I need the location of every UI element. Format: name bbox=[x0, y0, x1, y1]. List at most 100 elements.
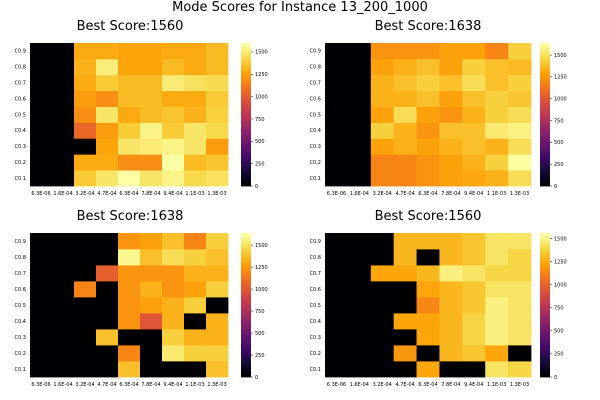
colorbar-segment bbox=[241, 116, 251, 120]
heatmap-cell bbox=[462, 265, 486, 282]
heatmap-cell bbox=[462, 170, 486, 187]
heatmap-cell bbox=[325, 90, 349, 107]
heatmap-cell bbox=[393, 106, 417, 123]
heatmap-cell bbox=[347, 265, 372, 282]
heatmap-cell bbox=[485, 233, 509, 250]
colorbar-segment bbox=[241, 341, 251, 344]
heatmap-cell bbox=[184, 122, 207, 139]
colorbar-tick-label: 250 bbox=[255, 353, 265, 359]
colorbar-segment bbox=[241, 357, 251, 361]
colorbar-segment bbox=[241, 273, 251, 277]
colorbar-segment bbox=[540, 240, 550, 243]
heatmap-cell bbox=[393, 313, 417, 330]
colorbar-segment bbox=[540, 357, 550, 361]
colorbar-segment bbox=[540, 305, 550, 308]
colorbar-segment bbox=[241, 374, 251, 378]
colorbar-segment bbox=[540, 93, 550, 96]
heatmap-cell bbox=[74, 90, 97, 107]
heatmap-cell bbox=[140, 43, 163, 60]
colorbar-tick-label: 1500 bbox=[255, 50, 268, 56]
colorbar-segment bbox=[540, 54, 550, 58]
heatmap-cell bbox=[462, 58, 486, 76]
heatmap-cell bbox=[52, 281, 75, 298]
heatmap-cell bbox=[462, 281, 486, 298]
heatmap-cell bbox=[347, 58, 372, 76]
y-tick-label: C0.2 bbox=[15, 351, 26, 357]
colorbar-segment bbox=[241, 288, 251, 291]
colorbar-segment bbox=[241, 281, 251, 284]
colorbar-segment bbox=[241, 66, 251, 70]
heatmap-cell bbox=[118, 297, 141, 314]
heatmap-cell bbox=[140, 361, 163, 378]
colorbar-segment bbox=[241, 369, 251, 373]
colorbar-segment bbox=[540, 69, 550, 72]
heatmap-cell bbox=[162, 154, 185, 171]
heatmap-cell bbox=[140, 90, 163, 107]
heatmap-cell bbox=[140, 122, 163, 139]
heatmap-cell bbox=[325, 361, 349, 378]
colorbar-segment bbox=[241, 257, 251, 260]
heatmap-cell bbox=[140, 345, 163, 362]
y-tick-label: C0.8 bbox=[15, 65, 26, 71]
colorbar-tick-label: 250 bbox=[255, 161, 265, 167]
heatmap-cell bbox=[118, 138, 141, 155]
colorbar-segment bbox=[540, 369, 550, 373]
y-tick-label: C0.7 bbox=[310, 81, 321, 87]
heatmap-cell bbox=[162, 265, 185, 282]
heatmap-cell bbox=[508, 170, 532, 187]
colorbar-segment bbox=[241, 166, 251, 170]
colorbar-segment bbox=[241, 331, 251, 335]
colorbar-segment bbox=[241, 90, 251, 94]
heatmap-cell bbox=[162, 138, 185, 155]
colorbar-segment bbox=[241, 178, 251, 182]
y-tick-label: C0.1 bbox=[15, 367, 26, 373]
colorbar-segment bbox=[241, 276, 251, 279]
x-tick-label: 4.7E-04 bbox=[97, 382, 116, 388]
colorbar-tick-label: 250 bbox=[554, 162, 564, 168]
colorbar-segment bbox=[241, 293, 251, 296]
heatmap-cell bbox=[96, 265, 119, 282]
heatmap-cell bbox=[52, 106, 75, 123]
y-tick-label: C0.4 bbox=[310, 128, 321, 134]
colorbar-segment bbox=[241, 264, 251, 267]
heatmap-cell bbox=[30, 329, 53, 346]
heatmap-cell bbox=[96, 138, 119, 155]
colorbar-segment bbox=[540, 343, 550, 347]
heatmap-cell bbox=[439, 345, 463, 362]
y-tick-label: C0.5 bbox=[310, 303, 321, 309]
colorbar-segment bbox=[540, 245, 550, 248]
colorbar-tick-label: 1000 bbox=[554, 282, 567, 288]
heatmap-cell bbox=[508, 74, 532, 92]
colorbar-segment bbox=[241, 302, 251, 306]
heatmap-cell bbox=[52, 58, 75, 76]
colorbar-tick-label: 500 bbox=[255, 139, 265, 145]
heatmap-cell bbox=[30, 90, 53, 107]
colorbar-segment bbox=[540, 162, 550, 165]
heatmap-cell bbox=[140, 329, 163, 346]
heatmap-cell bbox=[462, 43, 486, 60]
heatmap-cell bbox=[74, 122, 97, 139]
heatmap-cell bbox=[162, 297, 185, 314]
colorbar-tick-label: 1250 bbox=[554, 259, 567, 265]
colorbar-segment bbox=[540, 333, 550, 337]
heatmap-cell bbox=[439, 233, 463, 250]
heatmap-cell bbox=[30, 43, 53, 60]
heatmap-cell bbox=[162, 361, 185, 378]
x-tick-label: 3.2E-04 bbox=[75, 382, 94, 388]
heatmap-cell bbox=[30, 170, 53, 187]
heatmap-cell bbox=[347, 138, 372, 155]
heatmap-cell bbox=[52, 90, 75, 107]
colorbar-segment bbox=[540, 155, 550, 158]
heatmap-cell bbox=[347, 90, 372, 107]
colorbar-segment bbox=[540, 374, 550, 378]
heatmap-cell bbox=[184, 170, 207, 187]
heatmap-cell bbox=[439, 297, 463, 314]
heatmap-cell bbox=[184, 297, 207, 314]
colorbar-tick-label: 1000 bbox=[554, 97, 567, 103]
colorbar-segment bbox=[241, 143, 251, 146]
heatmap-cell bbox=[370, 43, 395, 60]
y-tick-label: C0.9 bbox=[15, 49, 26, 55]
colorbar-segment bbox=[540, 314, 550, 318]
colorbar-segment bbox=[241, 252, 251, 255]
heatmap-cell bbox=[52, 43, 75, 60]
